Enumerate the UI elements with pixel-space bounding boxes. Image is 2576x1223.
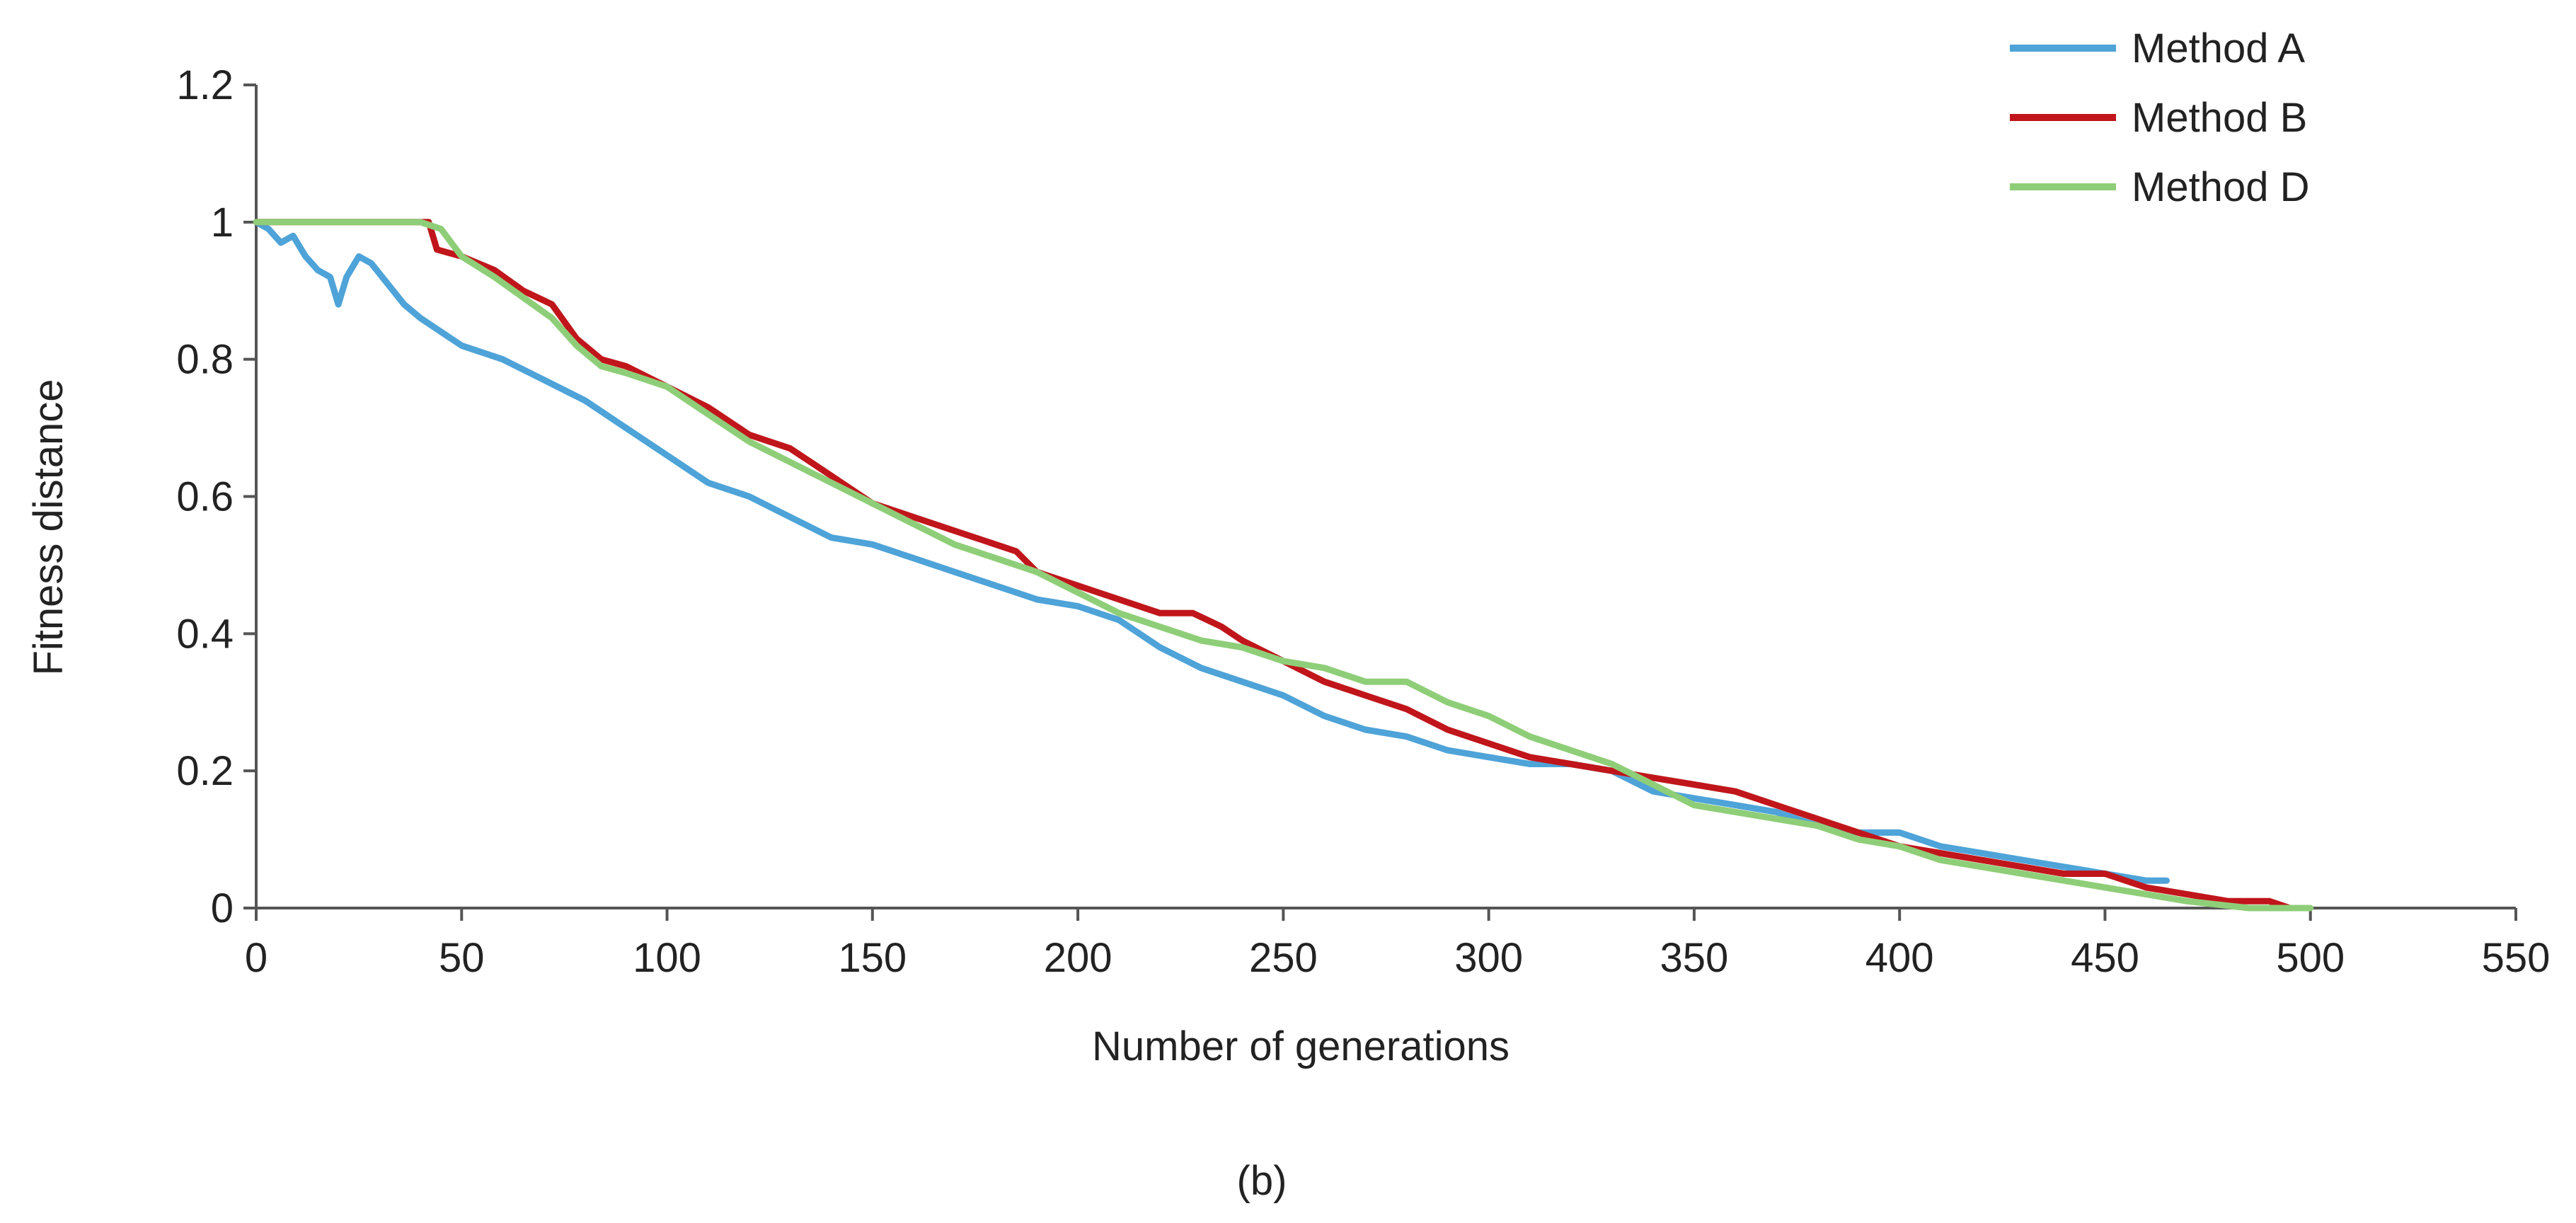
y-tick-label: 0 xyxy=(211,885,234,931)
x-tick-label: 150 xyxy=(838,935,907,981)
x-tick-label: 50 xyxy=(439,935,485,981)
y-axis-title: Fitness distance xyxy=(25,379,71,675)
y-tick-label: 0.8 xyxy=(176,337,234,383)
legend-label: Method B xyxy=(2132,95,2307,141)
x-tick-label: 200 xyxy=(1044,935,1112,981)
x-tick-label: 400 xyxy=(1865,935,1934,981)
x-tick-label: 550 xyxy=(2482,935,2551,981)
legend: Method A Method B Method D xyxy=(2010,25,2309,210)
x-axis: 0 50 100 150 200 250 300 350 400 450 500 550 xyxy=(245,907,2551,981)
series-line-method-a xyxy=(253,219,2170,884)
legend-label: Method A xyxy=(2132,25,2305,71)
series-line-method-b xyxy=(253,219,2294,912)
legend-item: Method A xyxy=(2010,25,2305,71)
legend-label: Method D xyxy=(2132,164,2309,210)
y-tick-label: 0.2 xyxy=(176,748,234,794)
y-tick-label: 0.6 xyxy=(176,474,234,520)
x-tick-label: 0 xyxy=(245,935,268,981)
y-tick-label: 0.4 xyxy=(176,611,234,657)
y-axis: 0 0.2 0.4 0.6 0.8 1 1.2 xyxy=(176,62,258,931)
y-tick-label: 1.2 xyxy=(176,62,234,108)
x-tick-label: 100 xyxy=(633,935,701,981)
legend-item: Method B xyxy=(2010,95,2307,141)
x-tick-label: 250 xyxy=(1249,935,1318,981)
y-tick-label: 1 xyxy=(211,200,234,246)
x-tick-label: 300 xyxy=(1454,935,1523,981)
legend-item: Method D xyxy=(2010,164,2309,210)
x-tick-label: 350 xyxy=(1660,935,1729,981)
series-line-method-d xyxy=(253,219,2314,912)
figure-caption: (b) xyxy=(1237,1158,1287,1204)
x-axis-title: Number of generations xyxy=(1092,1023,1510,1069)
x-tick-label: 500 xyxy=(2276,935,2345,981)
x-tick-label: 450 xyxy=(2071,935,2139,981)
plot-area xyxy=(253,219,2314,912)
